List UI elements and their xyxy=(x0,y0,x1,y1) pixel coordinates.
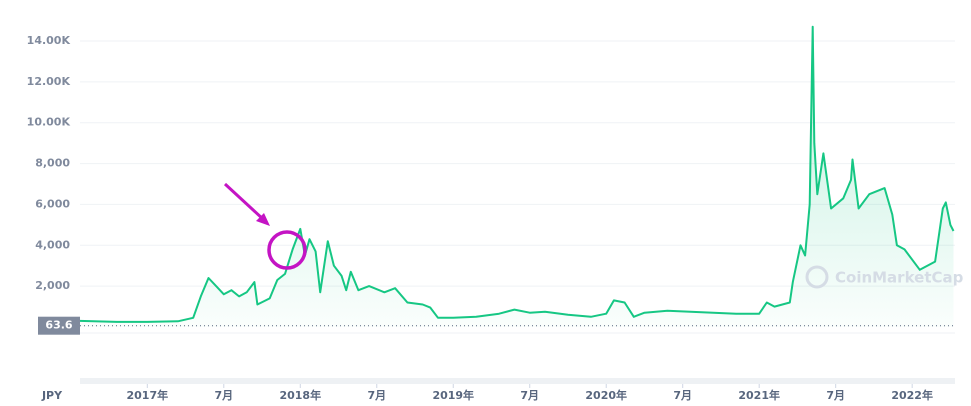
x-tick-label: 7月 xyxy=(214,389,233,402)
y-tick-label: 6,000 xyxy=(35,197,70,210)
price-line xyxy=(79,25,955,323)
area-fill xyxy=(80,26,954,327)
annotation xyxy=(223,182,307,270)
watermark-logo xyxy=(805,265,829,289)
y-tick-label: 10.00K xyxy=(27,116,71,129)
reference-label-box xyxy=(38,316,80,335)
y-tick-label: 4,000 xyxy=(35,238,70,251)
x-tick-label: 2017年 xyxy=(126,388,168,402)
y-tick-label: 2,000 xyxy=(35,279,70,292)
watermark: CoinMarketCap xyxy=(835,269,964,287)
y-tick-label: 8,000 xyxy=(35,157,70,170)
x-tick-label: 2022年 xyxy=(891,388,933,402)
y-tick-label: 12.00K xyxy=(27,75,71,88)
annotation-arrow xyxy=(223,182,266,222)
x-tick-label: 7月 xyxy=(673,389,692,402)
annotation-circle xyxy=(267,230,307,270)
x-tick-label: 7月 xyxy=(367,389,386,402)
x-tick-label: 7月 xyxy=(826,389,845,402)
currency-label: JPY xyxy=(41,389,63,402)
x-tick-label: 2021年 xyxy=(738,388,780,402)
x-tick-label: 2018年 xyxy=(279,388,321,402)
volume-area xyxy=(80,378,955,384)
x-tick-label: 2020年 xyxy=(585,388,627,402)
grid xyxy=(80,40,955,287)
x-tick-label: 2019年 xyxy=(432,388,474,402)
x-tick-label: 7月 xyxy=(520,389,539,402)
annotation-arrowhead xyxy=(256,213,270,226)
y-tick-label: 14.00K xyxy=(27,34,71,47)
plot xyxy=(79,25,955,327)
reference-label: 63.6 xyxy=(45,319,72,332)
